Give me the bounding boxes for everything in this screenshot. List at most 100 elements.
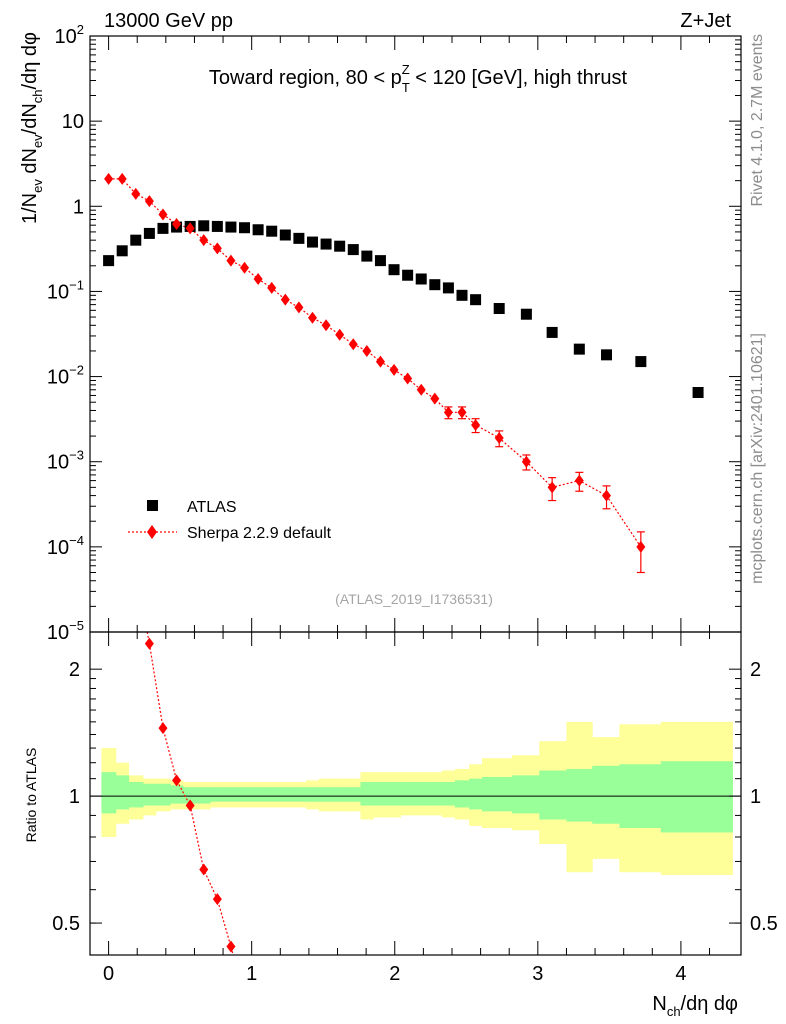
ratio-band-inner-bin — [539, 770, 567, 820]
main-ytick-base: 10 — [55, 26, 77, 48]
atlas-point — [470, 294, 482, 306]
mc-point — [131, 187, 141, 200]
main-ytick-base: 10 — [47, 367, 69, 389]
mc-point — [574, 474, 584, 487]
atlas-point — [415, 273, 427, 285]
mc-point — [253, 272, 263, 285]
mc-point — [443, 406, 453, 419]
main-ytick-label: 10 — [62, 111, 84, 133]
ratio-band-inner-bin — [566, 768, 593, 822]
atlas-point — [211, 220, 223, 232]
main-ytick-base: 10 — [62, 111, 84, 133]
ratio-xtick-label: 2 — [389, 963, 400, 985]
main-ytick-exp: −5 — [69, 618, 84, 633]
legend: ATLAS Sherpa 2.2.9 default — [128, 499, 332, 542]
mc-point — [471, 418, 481, 431]
ratio-band-inner-bin — [427, 782, 443, 806]
ylabel-p0: 1/N — [19, 193, 41, 224]
mc-point — [375, 355, 385, 368]
atlas-point — [347, 244, 359, 256]
main-ytick-exp: −2 — [69, 363, 84, 378]
ratio-xlabel: Nch/dη dφ — [652, 993, 738, 1019]
ratio-ylabel: Ratio to ATLAS — [23, 748, 39, 843]
atlas-points — [103, 220, 704, 399]
mc-curve — [108, 178, 642, 548]
main-ytick-label: 102 — [55, 22, 84, 48]
atlas-point — [157, 222, 169, 234]
mc-point — [547, 481, 557, 494]
atlas-point — [334, 240, 346, 252]
mc-point — [636, 540, 646, 553]
atlas-point — [320, 238, 332, 250]
ylabel-p2: dN — [19, 148, 41, 179]
ratio-mc-points — [144, 637, 236, 953]
main-ytick-exp: 2 — [77, 22, 84, 37]
ratio-band-inner-bin — [264, 787, 280, 802]
ratio-mc-point — [144, 637, 154, 650]
ratio-band-inner-bin — [128, 782, 144, 808]
legend-mc-label: Sherpa 2.2.9 default — [187, 525, 332, 542]
atlas-point — [293, 232, 305, 244]
ratio-band-inner-bin — [210, 787, 225, 802]
main-ytick-label: 10−2 — [47, 363, 84, 389]
ylabel-p3: ev — [30, 134, 45, 148]
ratio-band-inner-bin — [115, 775, 130, 810]
atlas-point — [266, 225, 278, 237]
atlas-point — [103, 255, 115, 267]
ratio-xtick-label: 3 — [532, 963, 543, 985]
mc-point — [294, 301, 304, 314]
mc-point — [212, 242, 222, 255]
mc-point — [321, 319, 331, 332]
main-ytick-base: 10 — [47, 452, 69, 474]
ratio-ytick-label-right: 2 — [750, 659, 761, 681]
plot-title-sub: T — [402, 80, 410, 95]
ratio-band-inner-bin — [306, 787, 320, 802]
main-ytick-base: 10 — [47, 537, 69, 559]
atlas-point — [692, 387, 704, 399]
legend-atlas-label: ATLAS — [187, 499, 237, 516]
ylabel-p4: /dN — [19, 103, 41, 134]
ratio-xtick-label: 1 — [246, 963, 257, 985]
mc-point — [226, 254, 236, 267]
atlas-point — [252, 224, 264, 236]
ratio-ytick-label: 2 — [69, 659, 80, 681]
mc-point — [307, 311, 317, 324]
main-frame — [89, 35, 742, 633]
ratio-mc-curve — [146, 631, 234, 956]
mc-point — [362, 344, 372, 357]
atlas-point — [520, 308, 532, 320]
atlas-point — [601, 349, 613, 361]
main-ytick-exp: −4 — [69, 533, 84, 548]
mc-point — [403, 372, 413, 385]
mc-point — [494, 431, 504, 444]
xlabel-p1: ch — [667, 1004, 681, 1019]
ratio-band-inner-bin — [142, 783, 157, 806]
mc-point — [144, 195, 154, 208]
ratio-ytick-label: 1 — [69, 786, 80, 808]
mc-point — [389, 363, 399, 376]
ratio-band-inner-bin — [512, 775, 540, 814]
plot-title-sup: Z — [402, 62, 410, 77]
atlas-point — [198, 220, 210, 232]
ratio-band-inner-bin — [469, 778, 483, 810]
atlas-point — [442, 282, 454, 294]
atlas-point — [374, 255, 386, 267]
ratio-mc-point — [158, 722, 168, 735]
mc-point — [172, 217, 182, 230]
ratio-mc-point — [185, 799, 195, 812]
mc-point — [521, 455, 531, 468]
atlas-point — [361, 250, 373, 262]
xlabel-p2: /dη dφ — [681, 993, 738, 1015]
mc-point — [416, 383, 426, 396]
mc-point — [335, 328, 345, 341]
ylabel-p6: /dη dφ — [19, 32, 41, 89]
mc-point — [185, 222, 195, 235]
ratio-ytick-label-right: 1 — [750, 786, 761, 808]
mc-point — [267, 281, 277, 294]
ratio-band-inner-bin — [318, 787, 334, 802]
main-ytick-label: 10−4 — [47, 533, 84, 559]
mc-point — [602, 489, 612, 502]
